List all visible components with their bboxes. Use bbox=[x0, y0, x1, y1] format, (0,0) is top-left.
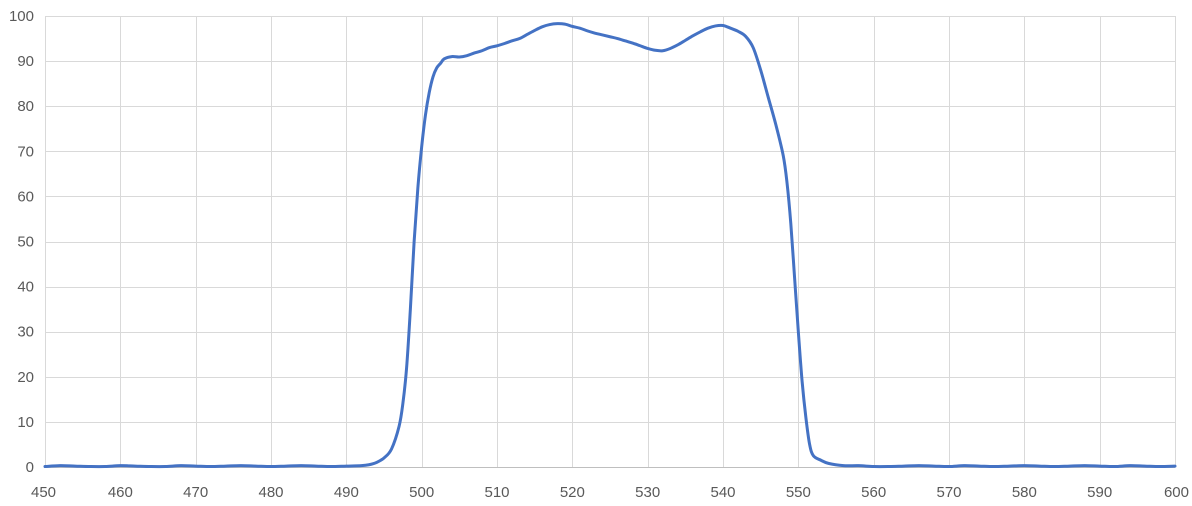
x-tick-label: 550 bbox=[786, 484, 811, 501]
grid bbox=[45, 16, 1176, 468]
x-tick-label: 540 bbox=[710, 484, 735, 501]
y-tick-label: 20 bbox=[17, 369, 34, 386]
x-axis-ticks: 450 460 470 480 490 500 510 520 530 540 550 560 570 5… bbox=[31, 484, 1189, 501]
x-tick-label: 590 bbox=[1087, 484, 1112, 501]
y-tick-label: 60 bbox=[17, 188, 34, 205]
x-tick-label: 450 bbox=[31, 484, 56, 501]
x-tick-label: 460 bbox=[108, 484, 133, 501]
x-tick-label: 470 bbox=[183, 484, 208, 501]
x-tick-label: 560 bbox=[861, 484, 886, 501]
x-tick-label: 580 bbox=[1012, 484, 1037, 501]
x-tick-label: 600 bbox=[1164, 484, 1189, 501]
x-tick-label: 570 bbox=[936, 484, 961, 501]
x-tick-label: 510 bbox=[484, 484, 509, 501]
y-tick-label: 10 bbox=[17, 414, 34, 431]
y-tick-label: 70 bbox=[17, 143, 34, 160]
x-tick-label: 500 bbox=[409, 484, 434, 501]
y-tick-label: 30 bbox=[17, 324, 34, 341]
y-tick-label: 100 bbox=[9, 8, 34, 25]
y-tick-label: 80 bbox=[17, 98, 34, 115]
x-tick-label: 520 bbox=[560, 484, 585, 501]
x-tick-label: 480 bbox=[258, 484, 283, 501]
x-tick-label: 530 bbox=[635, 484, 660, 501]
y-tick-label: 90 bbox=[17, 53, 34, 70]
y-tick-label: 0 bbox=[26, 459, 34, 476]
y-tick-label: 40 bbox=[17, 279, 34, 296]
y-tick-label: 50 bbox=[17, 234, 34, 251]
y-axis-ticks: 0 10 20 30 40 50 60 70 80 90 100 bbox=[9, 8, 34, 476]
transmission-series-line bbox=[43, 22, 1177, 469]
series-layer bbox=[43, 22, 1177, 469]
x-tick-label: 490 bbox=[334, 484, 359, 501]
